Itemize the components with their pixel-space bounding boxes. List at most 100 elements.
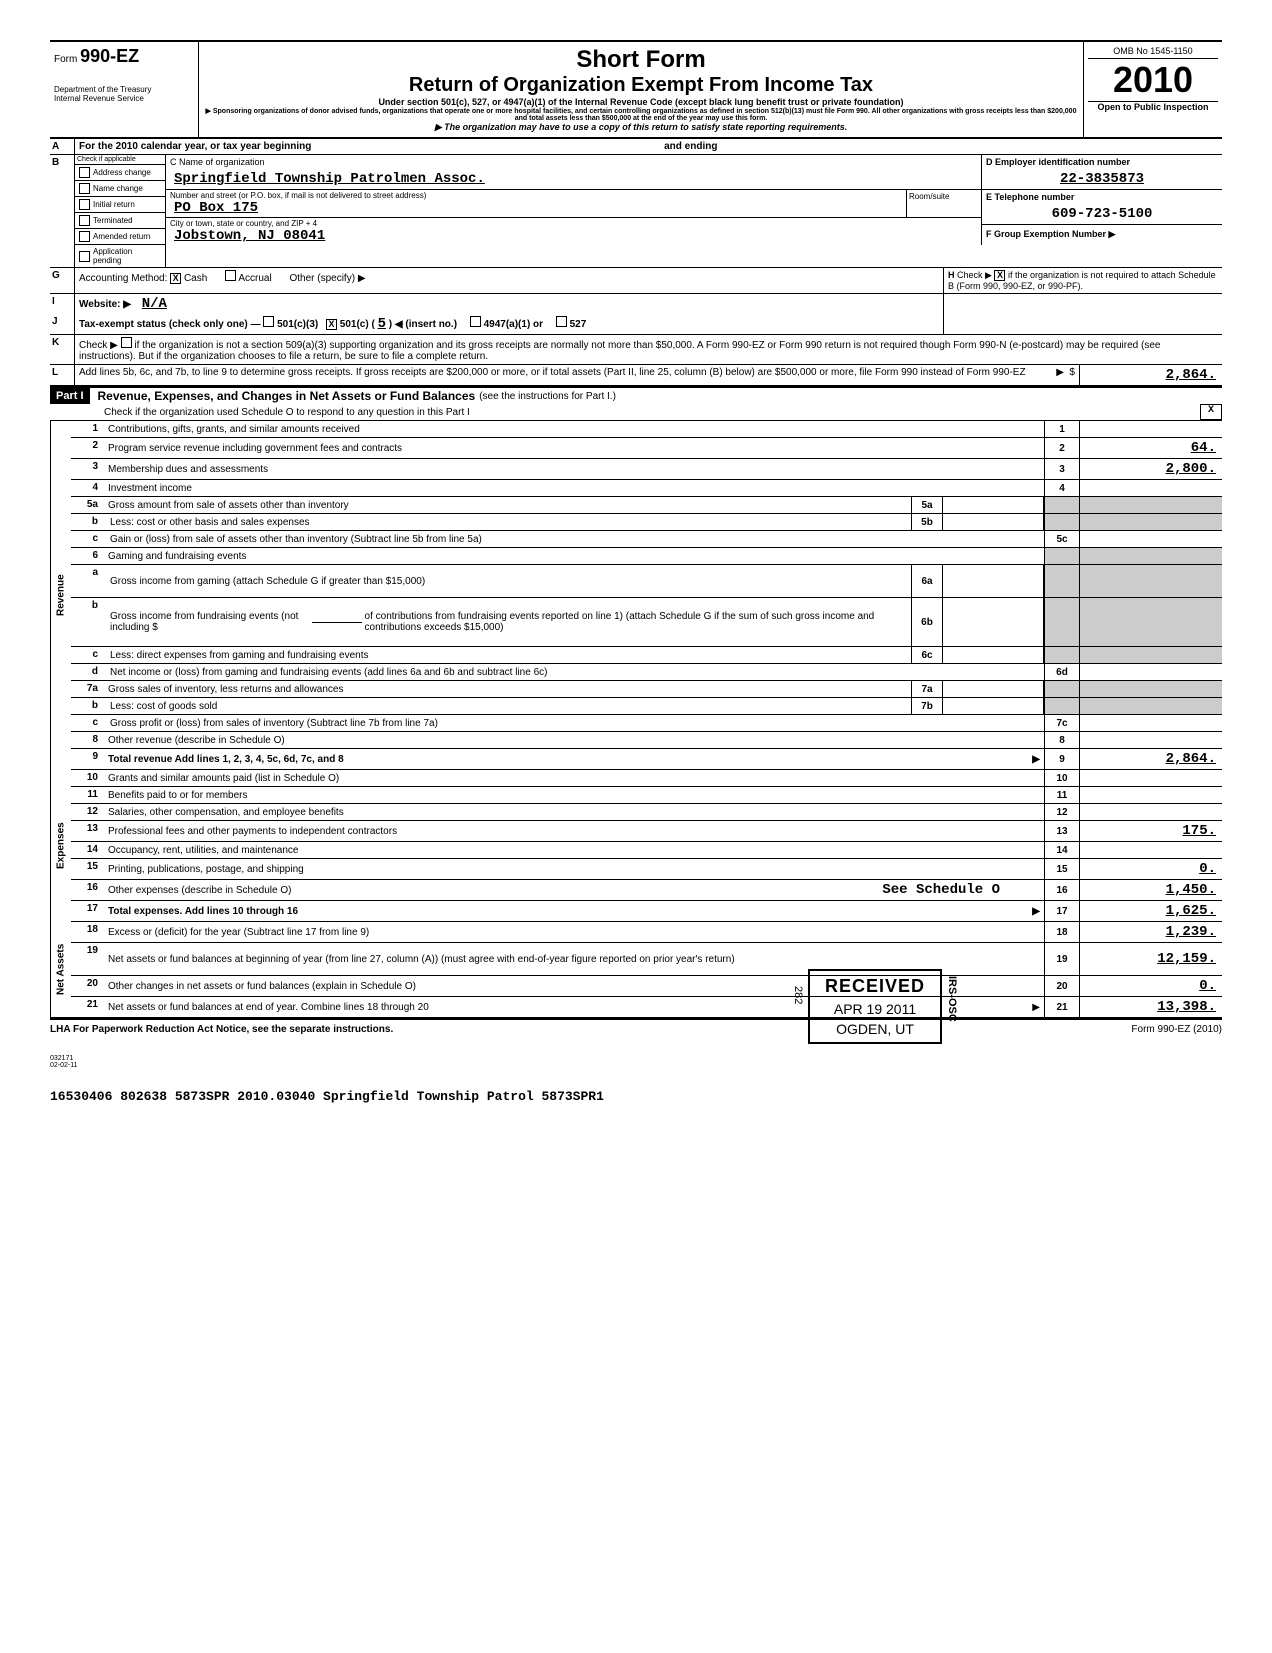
line-16-amt: 1,450. [1080, 880, 1222, 900]
line-20-amt: 0. [1080, 976, 1222, 996]
netassets-label: Net Assets [50, 922, 71, 1017]
line-14-amt [1080, 842, 1222, 858]
line-2-amt: 64. [1080, 438, 1222, 458]
check-application-pending[interactable]: Application pending [75, 245, 165, 267]
letter-g: G [50, 268, 75, 293]
block-c-label: C Name of organization [166, 155, 981, 169]
line-6d-desc: Net income or (loss) from gaming and fun… [106, 664, 1044, 680]
line-a-text: For the 2010 calendar year, or tax year … [79, 141, 311, 152]
line-14-desc: Occupancy, rent, utilities, and maintena… [104, 842, 1044, 858]
part1-check-box[interactable]: X [1200, 404, 1222, 420]
open-inspection: Open to Public Inspection [1088, 101, 1218, 112]
letter-i: I [50, 294, 75, 314]
line-k-text: if the organization is not a section 509… [79, 340, 1160, 362]
stamp-side: IRS-OSC [946, 976, 958, 1022]
city: Jobstown, NJ 08041 [170, 228, 977, 244]
line-6a-desc: Gross income from gaming (attach Schedul… [106, 565, 911, 597]
street-label: Number and street (or P.O. box, if mail … [170, 191, 902, 200]
line-5c-desc: Gain or (loss) from sale of assets other… [106, 531, 1044, 547]
line-21-amt: 13,398. [1080, 997, 1222, 1017]
org-name: Springfield Township Patrolmen Assoc. [166, 169, 981, 189]
line-l-text: Add lines 5b, 6c, and 7b, to line 9 to d… [79, 367, 1026, 378]
line-11-desc: Benefits paid to or for members [104, 787, 1044, 803]
line-8-amt [1080, 732, 1222, 748]
check-501c3[interactable] [263, 316, 274, 327]
letter-j: J [50, 314, 75, 334]
line-1-desc: Contributions, gifts, grants, and simila… [104, 421, 1044, 437]
line-8-desc: Other revenue (describe in Schedule O) [104, 732, 1044, 748]
form-label: Form [54, 54, 77, 65]
check-terminated[interactable]: Terminated [75, 213, 165, 229]
letter-b: B [50, 155, 75, 267]
line-17-amt: 1,625. [1080, 901, 1222, 921]
line-1-amt [1080, 421, 1222, 437]
website: N/A [142, 296, 167, 312]
footer-lha: LHA For Paperwork Reduction Act Notice, … [50, 1024, 393, 1035]
line-16-note: See Schedule O [882, 882, 1000, 898]
line-3-desc: Membership dues and assessments [104, 459, 1044, 479]
line-12-amt [1080, 804, 1222, 820]
line-j-label: Tax-exempt status (check only one) — [79, 319, 261, 330]
line-17-desc: Total expenses. Add lines 10 through 16▶ [104, 901, 1044, 921]
phone: 609-723-5100 [982, 204, 1222, 224]
title-sub3: ▶ The organization may have to use a cop… [203, 122, 1079, 133]
footer-bottom: 16530406 802638 5873SPR 2010.03040 Sprin… [50, 1089, 1222, 1104]
stamp-loc: OGDEN, UT [825, 1021, 925, 1037]
check-h[interactable] [994, 270, 1005, 281]
block-e-label: E Telephone number [982, 189, 1222, 204]
revenue-label: Revenue [50, 421, 71, 770]
line-4-amt [1080, 480, 1222, 496]
omb: OMB No 1545-1150 [1088, 46, 1218, 59]
footer-code1: 032171 [50, 1055, 1222, 1062]
line-6-desc: Gaming and fundraising events [104, 548, 1044, 564]
line-6c-desc: Less: direct expenses from gaming and fu… [106, 647, 911, 663]
line-10-amt [1080, 770, 1222, 786]
part-1-title: Revenue, Expenses, and Changes in Net As… [90, 389, 476, 403]
line-6d-amt [1080, 664, 1222, 680]
check-amended[interactable]: Amended return [75, 229, 165, 245]
check-name-change[interactable]: Name change [75, 181, 165, 197]
irs: Internal Revenue Service [54, 94, 194, 103]
line-i-label: Website: ▶ [79, 299, 131, 310]
line-18-amt: 1,239. [1080, 922, 1222, 942]
title-main: Return of Organization Exempt From Incom… [203, 74, 1079, 97]
part-1-sub: (see the instructions for Part I.) [475, 391, 616, 402]
check-4947[interactable] [470, 316, 481, 327]
title-sub1: Under section 501(c), 527, or 4947(a)(1)… [203, 97, 1079, 107]
stamp-received: RECEIVED [825, 976, 925, 997]
check-accrual[interactable] [225, 270, 236, 281]
part1-check-text: Check if the organization used Schedule … [100, 404, 1200, 420]
line-7c-amt [1080, 715, 1222, 731]
expenses-label: Expenses [50, 770, 71, 922]
line-4-desc: Investment income [104, 480, 1044, 496]
line-3-amt: 2,800. [1080, 459, 1222, 479]
check-527[interactable] [556, 316, 567, 327]
check-cash[interactable] [170, 273, 181, 284]
check-501c[interactable] [326, 319, 337, 330]
line-18-desc: Excess or (deficit) for the year (Subtra… [104, 922, 1044, 942]
line-15-desc: Printing, publications, postage, and shi… [104, 859, 1044, 879]
line-13-amt: 175. [1080, 821, 1222, 841]
footer-form: Form 990-EZ (2010) [1131, 1024, 1222, 1035]
line-13-desc: Professional fees and other payments to … [104, 821, 1044, 841]
line-5c-amt [1080, 531, 1222, 547]
line-19-amt: 12,159. [1080, 943, 1222, 975]
form-header: Form 990-EZ Department of the Treasury I… [50, 40, 1222, 139]
letter-l: L [50, 365, 75, 385]
check-address-change[interactable]: Address change [75, 165, 165, 181]
check-k[interactable] [121, 337, 132, 348]
line-6b-desc: Gross income from fundraising events (no… [106, 598, 911, 646]
line-a-end: and ending [664, 141, 717, 152]
footer-code2: 02-02-11 [50, 1062, 1222, 1069]
line-9-amt: 2,864. [1080, 749, 1222, 769]
check-initial-return[interactable]: Initial return [75, 197, 165, 213]
tax-year: 2010 [1088, 59, 1218, 101]
dept: Department of the Treasury [54, 85, 194, 94]
line-15-amt: 0. [1080, 859, 1222, 879]
part-1-label: Part I [50, 388, 90, 404]
letter-k: K [50, 335, 75, 364]
room-label: Room/suite [906, 190, 981, 217]
stamp-date: APR 19 2011 [825, 1001, 925, 1017]
title-sub2: ▶ Sponsoring organizations of donor advi… [203, 107, 1079, 122]
line-7a-desc: Gross sales of inventory, less returns a… [104, 681, 911, 697]
